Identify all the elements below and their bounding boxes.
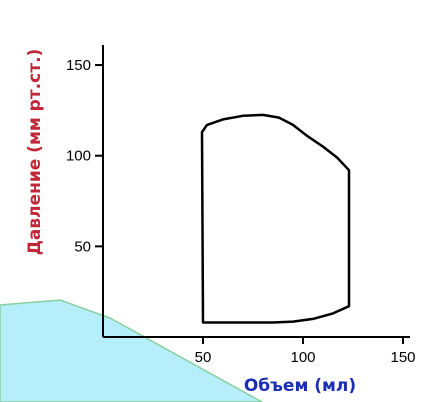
x-axis-ticks: 50 100 150 <box>195 337 416 366</box>
y-tick-label-150: 150 <box>66 57 91 74</box>
x-tick-label-100: 100 <box>290 349 315 366</box>
y-tick-label-100: 100 <box>66 148 91 165</box>
y-axis-ticks: 50 100 150 <box>66 57 103 255</box>
decorative-swoosh <box>0 299 263 402</box>
y-tick-label-50: 50 <box>74 238 91 255</box>
pressure-volume-loop <box>200 113 351 324</box>
x-tick-label-50: 50 <box>195 349 212 366</box>
x-axis-label: Объем (мл) <box>244 376 356 396</box>
y-axis-label: Давление (мм рт.ст.) <box>25 49 45 256</box>
x-tick-label-150: 150 <box>390 349 415 366</box>
